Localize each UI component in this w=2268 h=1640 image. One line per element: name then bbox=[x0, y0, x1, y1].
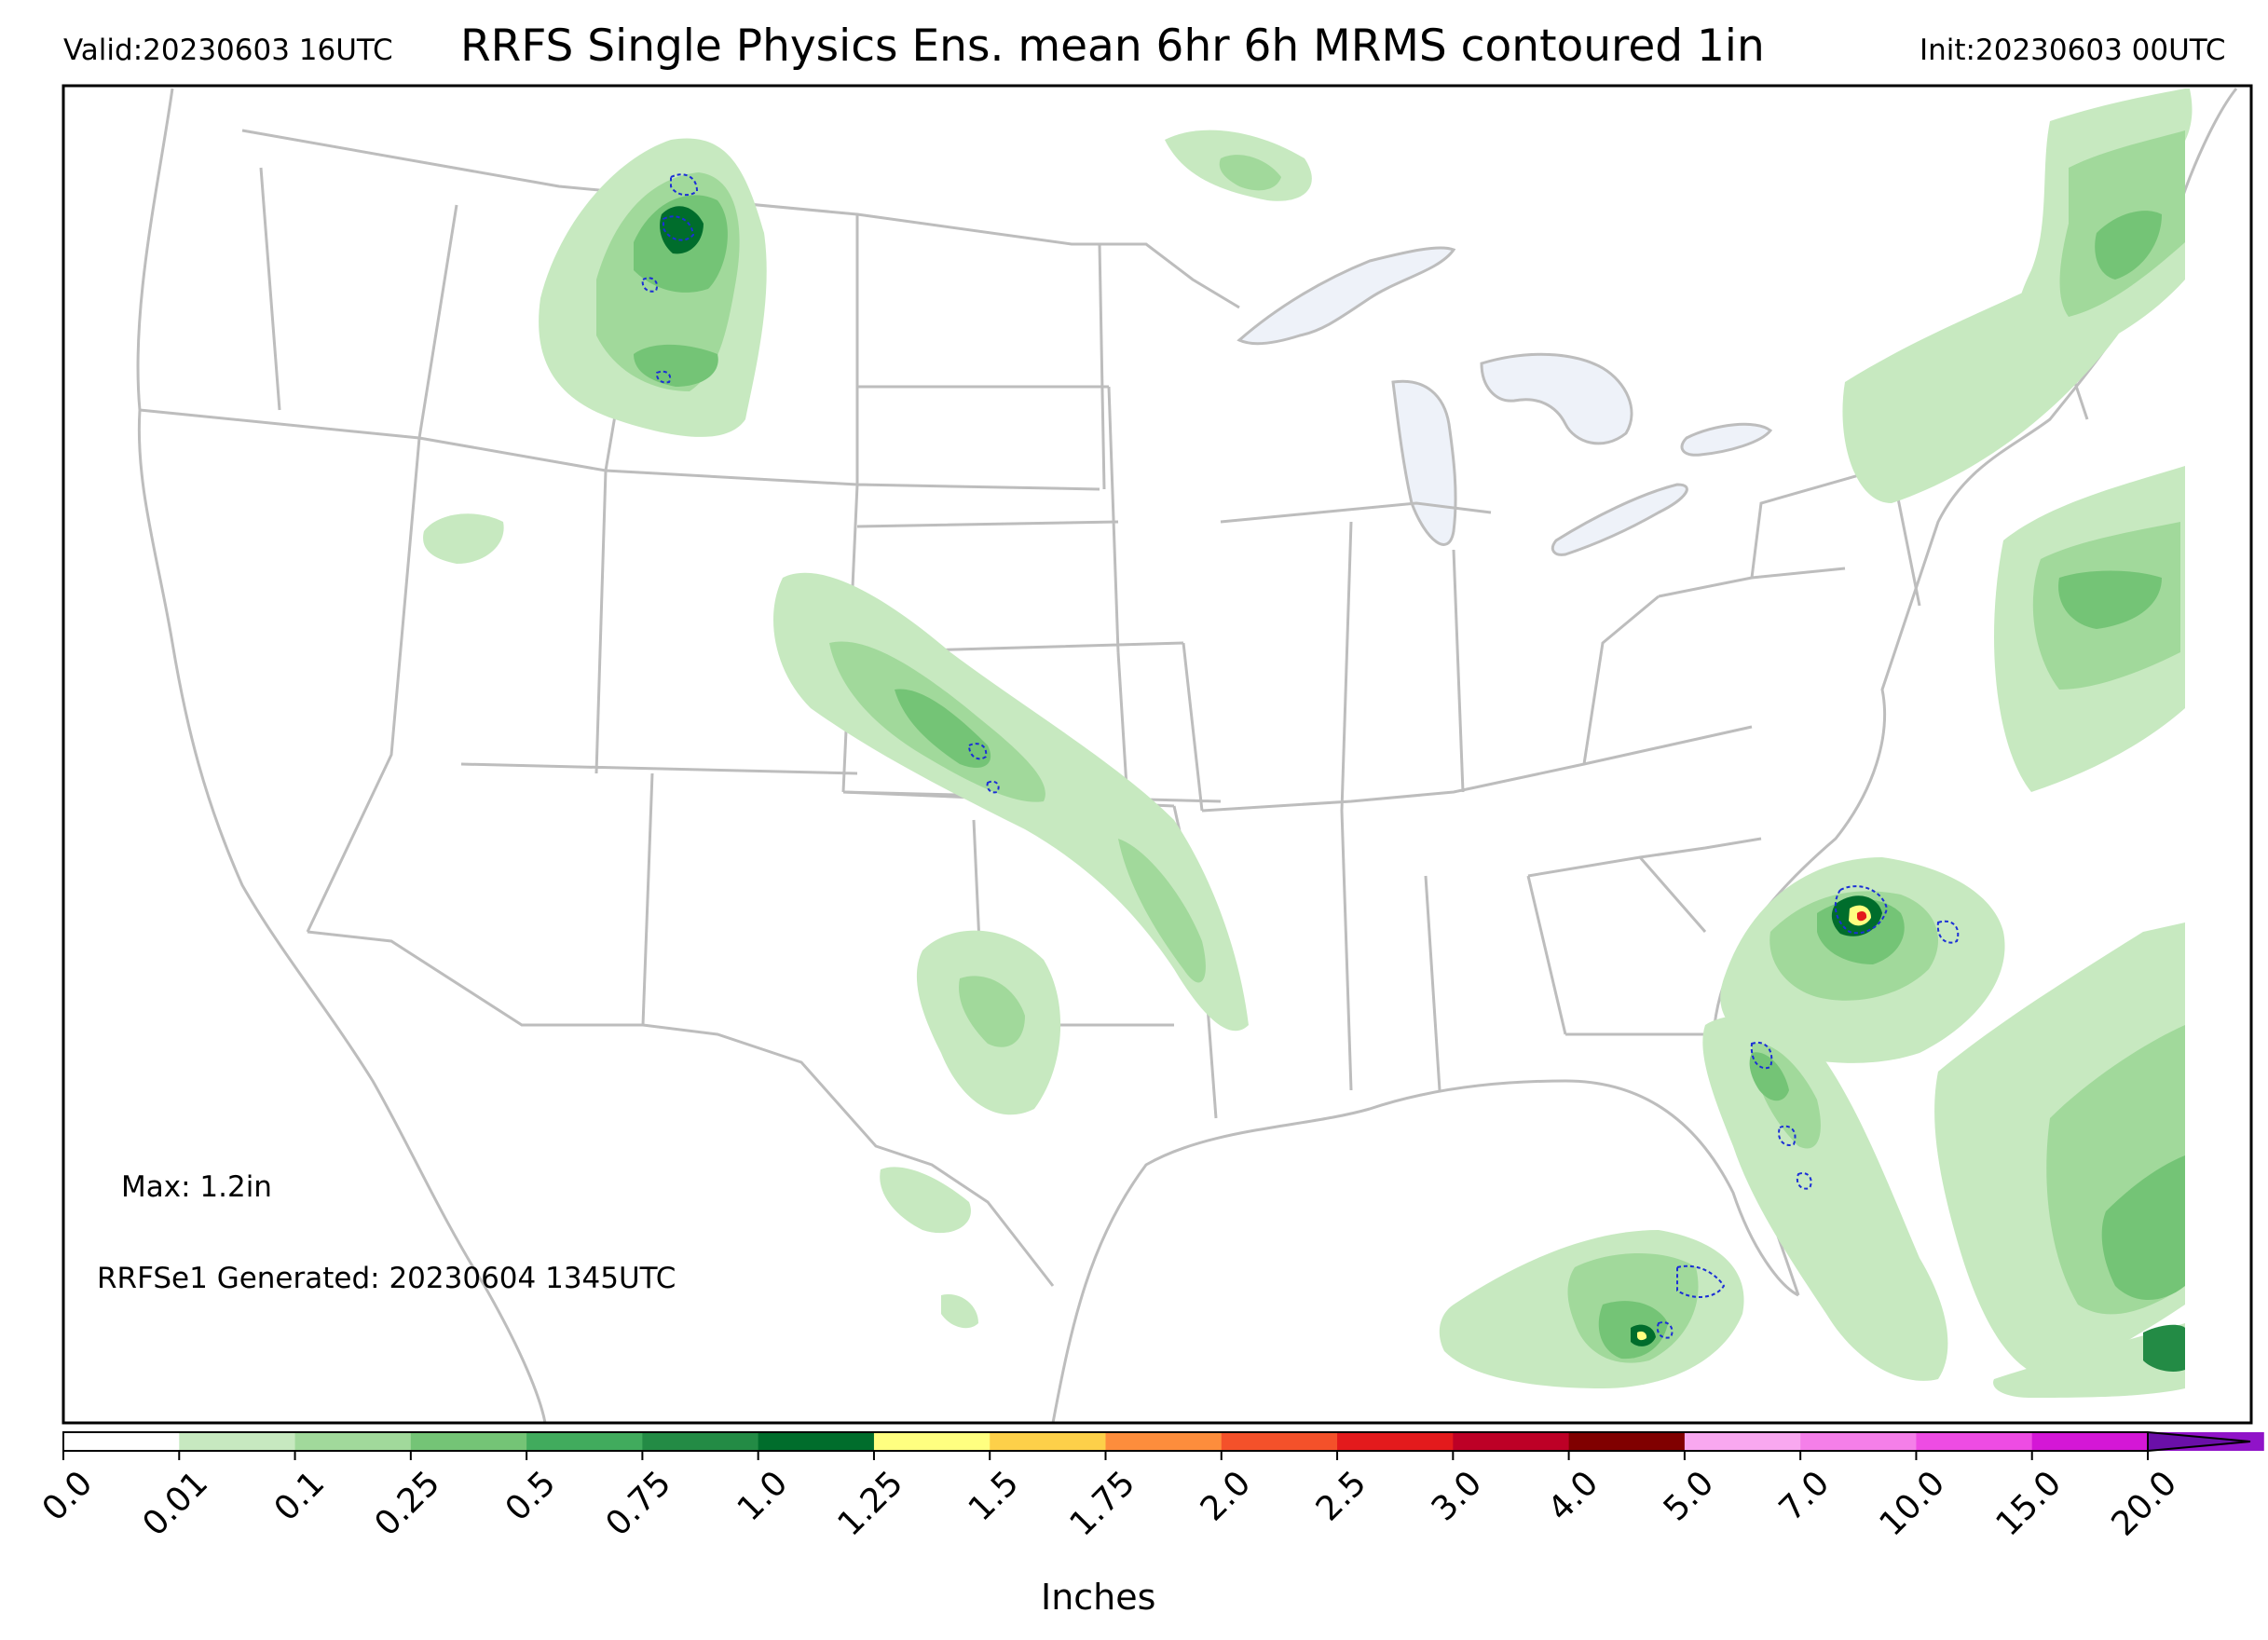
precip-field bbox=[423, 89, 2193, 1398]
colorbar-segment bbox=[294, 1432, 412, 1451]
colorbar-segment bbox=[1568, 1432, 1686, 1451]
precip-idaho bbox=[423, 513, 504, 564]
colorbar-segment bbox=[1221, 1432, 1338, 1451]
precip-shade-medium bbox=[2101, 1155, 2185, 1300]
precip-shade-medium bbox=[1749, 1052, 1789, 1101]
colorbar-segment bbox=[410, 1432, 527, 1451]
colorbar-segment bbox=[1800, 1432, 1917, 1451]
generated-label: RRFSe1 Generated: 20230604 1345UTC bbox=[97, 1262, 676, 1295]
colorbar-segment bbox=[1105, 1432, 1223, 1451]
precip-shade-medium bbox=[2058, 570, 2162, 629]
lake-erie bbox=[1551, 483, 1688, 556]
precip-shade-light bbox=[941, 1294, 978, 1329]
mexico-border bbox=[307, 930, 1055, 1287]
precip-shade-light bbox=[1993, 1323, 2185, 1398]
lake-huron bbox=[1480, 352, 1633, 445]
colorbar-segment bbox=[526, 1432, 643, 1451]
colorbar-segment bbox=[179, 1432, 296, 1451]
precip-shade-yellow bbox=[1637, 1331, 1647, 1341]
precip-shade-mid bbox=[1219, 155, 1281, 191]
valid-time-label: Valid:20230603 16UTC bbox=[63, 34, 393, 67]
canada-border bbox=[241, 129, 1240, 309]
colorbar-segment bbox=[63, 1432, 180, 1451]
colorbar-segment bbox=[1684, 1432, 1801, 1451]
colorbar bbox=[62, 1430, 2264, 1460]
precip-shade-red bbox=[1857, 910, 1867, 922]
colorbar-segment bbox=[642, 1432, 759, 1451]
precip-shade-medium bbox=[2095, 211, 2162, 280]
init-time-label: Init:20230603 00UTC bbox=[1920, 34, 2226, 67]
mrms-contour-kansas bbox=[967, 743, 1000, 794]
lake-ontario bbox=[1680, 422, 1773, 457]
mrms-contour-florida bbox=[1750, 1041, 1812, 1190]
map-frame bbox=[61, 84, 2253, 1425]
precip-georgia-florida bbox=[1702, 1016, 1948, 1381]
colorbar-segment bbox=[873, 1432, 991, 1451]
precip-shade-medium bbox=[634, 344, 718, 387]
colorbar-segment bbox=[990, 1432, 1106, 1451]
lake-superior bbox=[1236, 246, 1456, 346]
lake-michigan bbox=[1391, 379, 1457, 546]
mrms-1in-contours bbox=[641, 173, 1960, 1339]
colorbar-segment bbox=[1337, 1432, 1454, 1451]
west-coast bbox=[136, 88, 547, 1424]
precip-shade-mid bbox=[1118, 839, 1206, 983]
precip-shade-dark bbox=[2143, 1324, 2185, 1372]
precip-shade-darkest bbox=[660, 206, 704, 254]
colorbar-segment bbox=[1453, 1432, 1570, 1451]
colorbar-segment bbox=[2031, 1432, 2149, 1451]
precip-west-texas bbox=[880, 1167, 971, 1234]
precip-shade-mid bbox=[959, 976, 1025, 1047]
colorbar-extend-arrow bbox=[2147, 1430, 2251, 1453]
max-value-label: Max: 1.2in bbox=[121, 1170, 272, 1204]
chart-title: RRFS Single Physics Ens. mean 6hr 6h MRM… bbox=[460, 20, 1765, 72]
precip-northeast bbox=[1842, 89, 2193, 503]
gulf-coast bbox=[1051, 1079, 1799, 1424]
mrms-contour-gulf bbox=[1656, 1264, 1726, 1339]
colorbar-units-label: Inches bbox=[1041, 1577, 1156, 1618]
precip-shade-medium bbox=[895, 689, 991, 768]
colorbar-segment bbox=[1916, 1432, 2033, 1451]
mrms-contour-montana bbox=[641, 173, 699, 384]
great-lakes bbox=[1236, 246, 1773, 556]
mrms-contour-carolinas bbox=[1834, 885, 1960, 944]
colorbar-segment bbox=[758, 1432, 875, 1451]
